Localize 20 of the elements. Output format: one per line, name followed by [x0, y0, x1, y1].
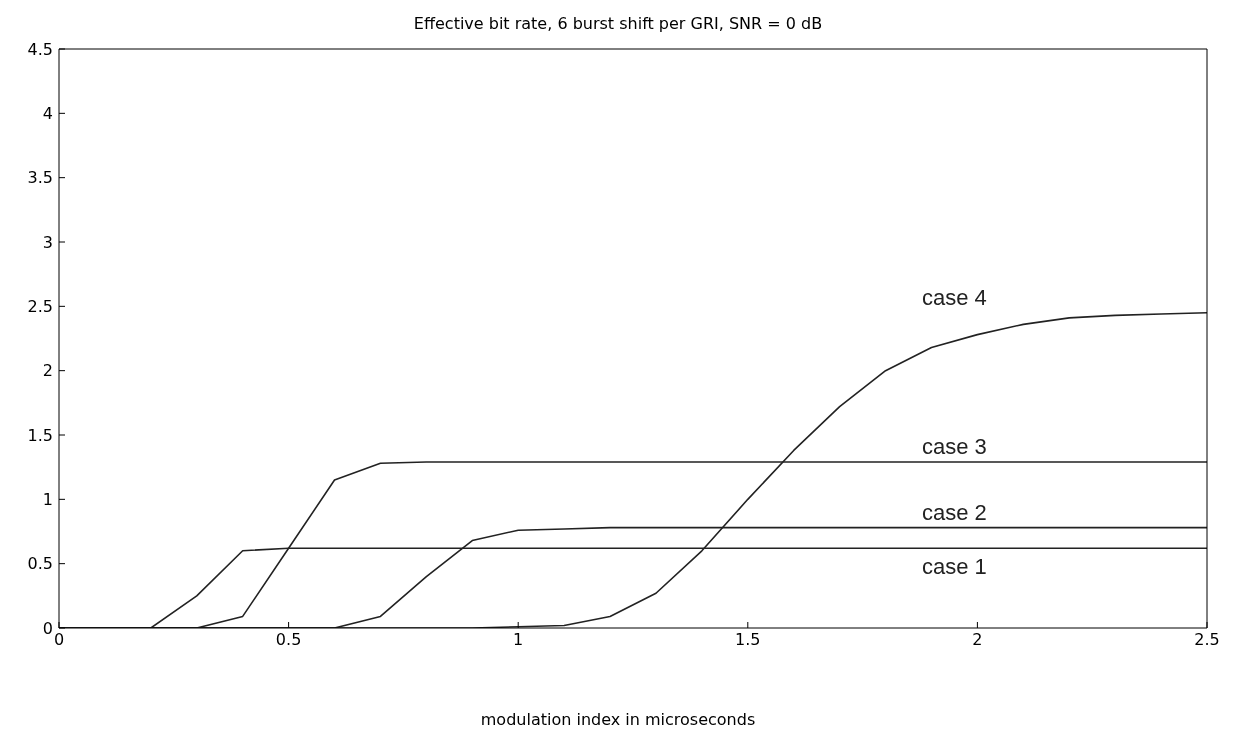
x-tick-label: 2 — [972, 630, 983, 650]
y-tick-label: 1.5 — [27, 425, 53, 445]
y-tick-label: 3.5 — [27, 168, 53, 188]
y-tick-label: 1 — [42, 490, 53, 510]
y-tick-label: 4 — [42, 104, 53, 124]
y-tick-label: 3 — [42, 232, 53, 252]
y-tick-label: 2.5 — [27, 297, 53, 317]
x-axis-title: modulation index in microseconds — [479, 710, 757, 729]
y-tick-label: 2 — [42, 361, 53, 381]
x-tick-label: 1.5 — [735, 630, 761, 650]
x-tick-label: 1 — [513, 630, 524, 650]
series-label: case 2 — [922, 499, 987, 525]
series-label: case 4 — [922, 284, 987, 310]
chart-title: Effective bit rate, 6 burst shift per GRI, SNR = 0 dB — [412, 14, 824, 33]
series-label: case 1 — [922, 554, 987, 580]
x-tick-label: 0.5 — [275, 630, 302, 650]
x-tick-label: 2.5 — [1194, 630, 1220, 650]
y-tick-label: 0.5 — [27, 554, 53, 574]
y-tick-label: 4.5 — [27, 39, 53, 59]
series-label: case 3 — [922, 434, 987, 460]
